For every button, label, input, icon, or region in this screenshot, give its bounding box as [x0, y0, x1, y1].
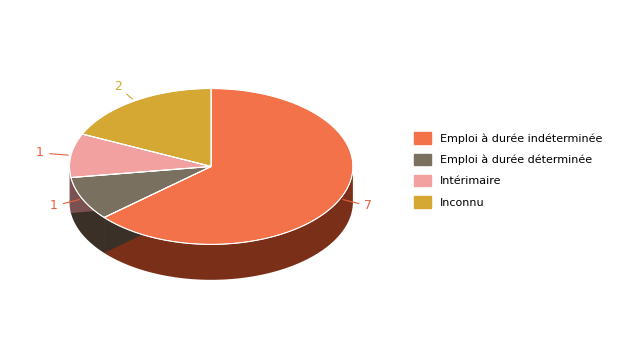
Text: 1: 1 [36, 147, 68, 159]
Polygon shape [104, 165, 353, 280]
Polygon shape [104, 167, 211, 253]
Polygon shape [70, 134, 211, 177]
Polygon shape [83, 88, 211, 167]
Text: 7: 7 [343, 200, 372, 212]
Legend: Emploi à durée indéterminée, Emploi à durée déterminée, Intérimaire, Inconnu: Emploi à durée indéterminée, Emploi à du… [409, 126, 608, 214]
Polygon shape [70, 164, 71, 213]
Text: 2: 2 [114, 80, 132, 99]
Polygon shape [104, 88, 353, 244]
Polygon shape [71, 167, 211, 213]
Polygon shape [104, 167, 211, 253]
Text: 1: 1 [50, 200, 79, 212]
Polygon shape [71, 167, 211, 218]
Polygon shape [71, 177, 104, 253]
Polygon shape [71, 167, 211, 213]
